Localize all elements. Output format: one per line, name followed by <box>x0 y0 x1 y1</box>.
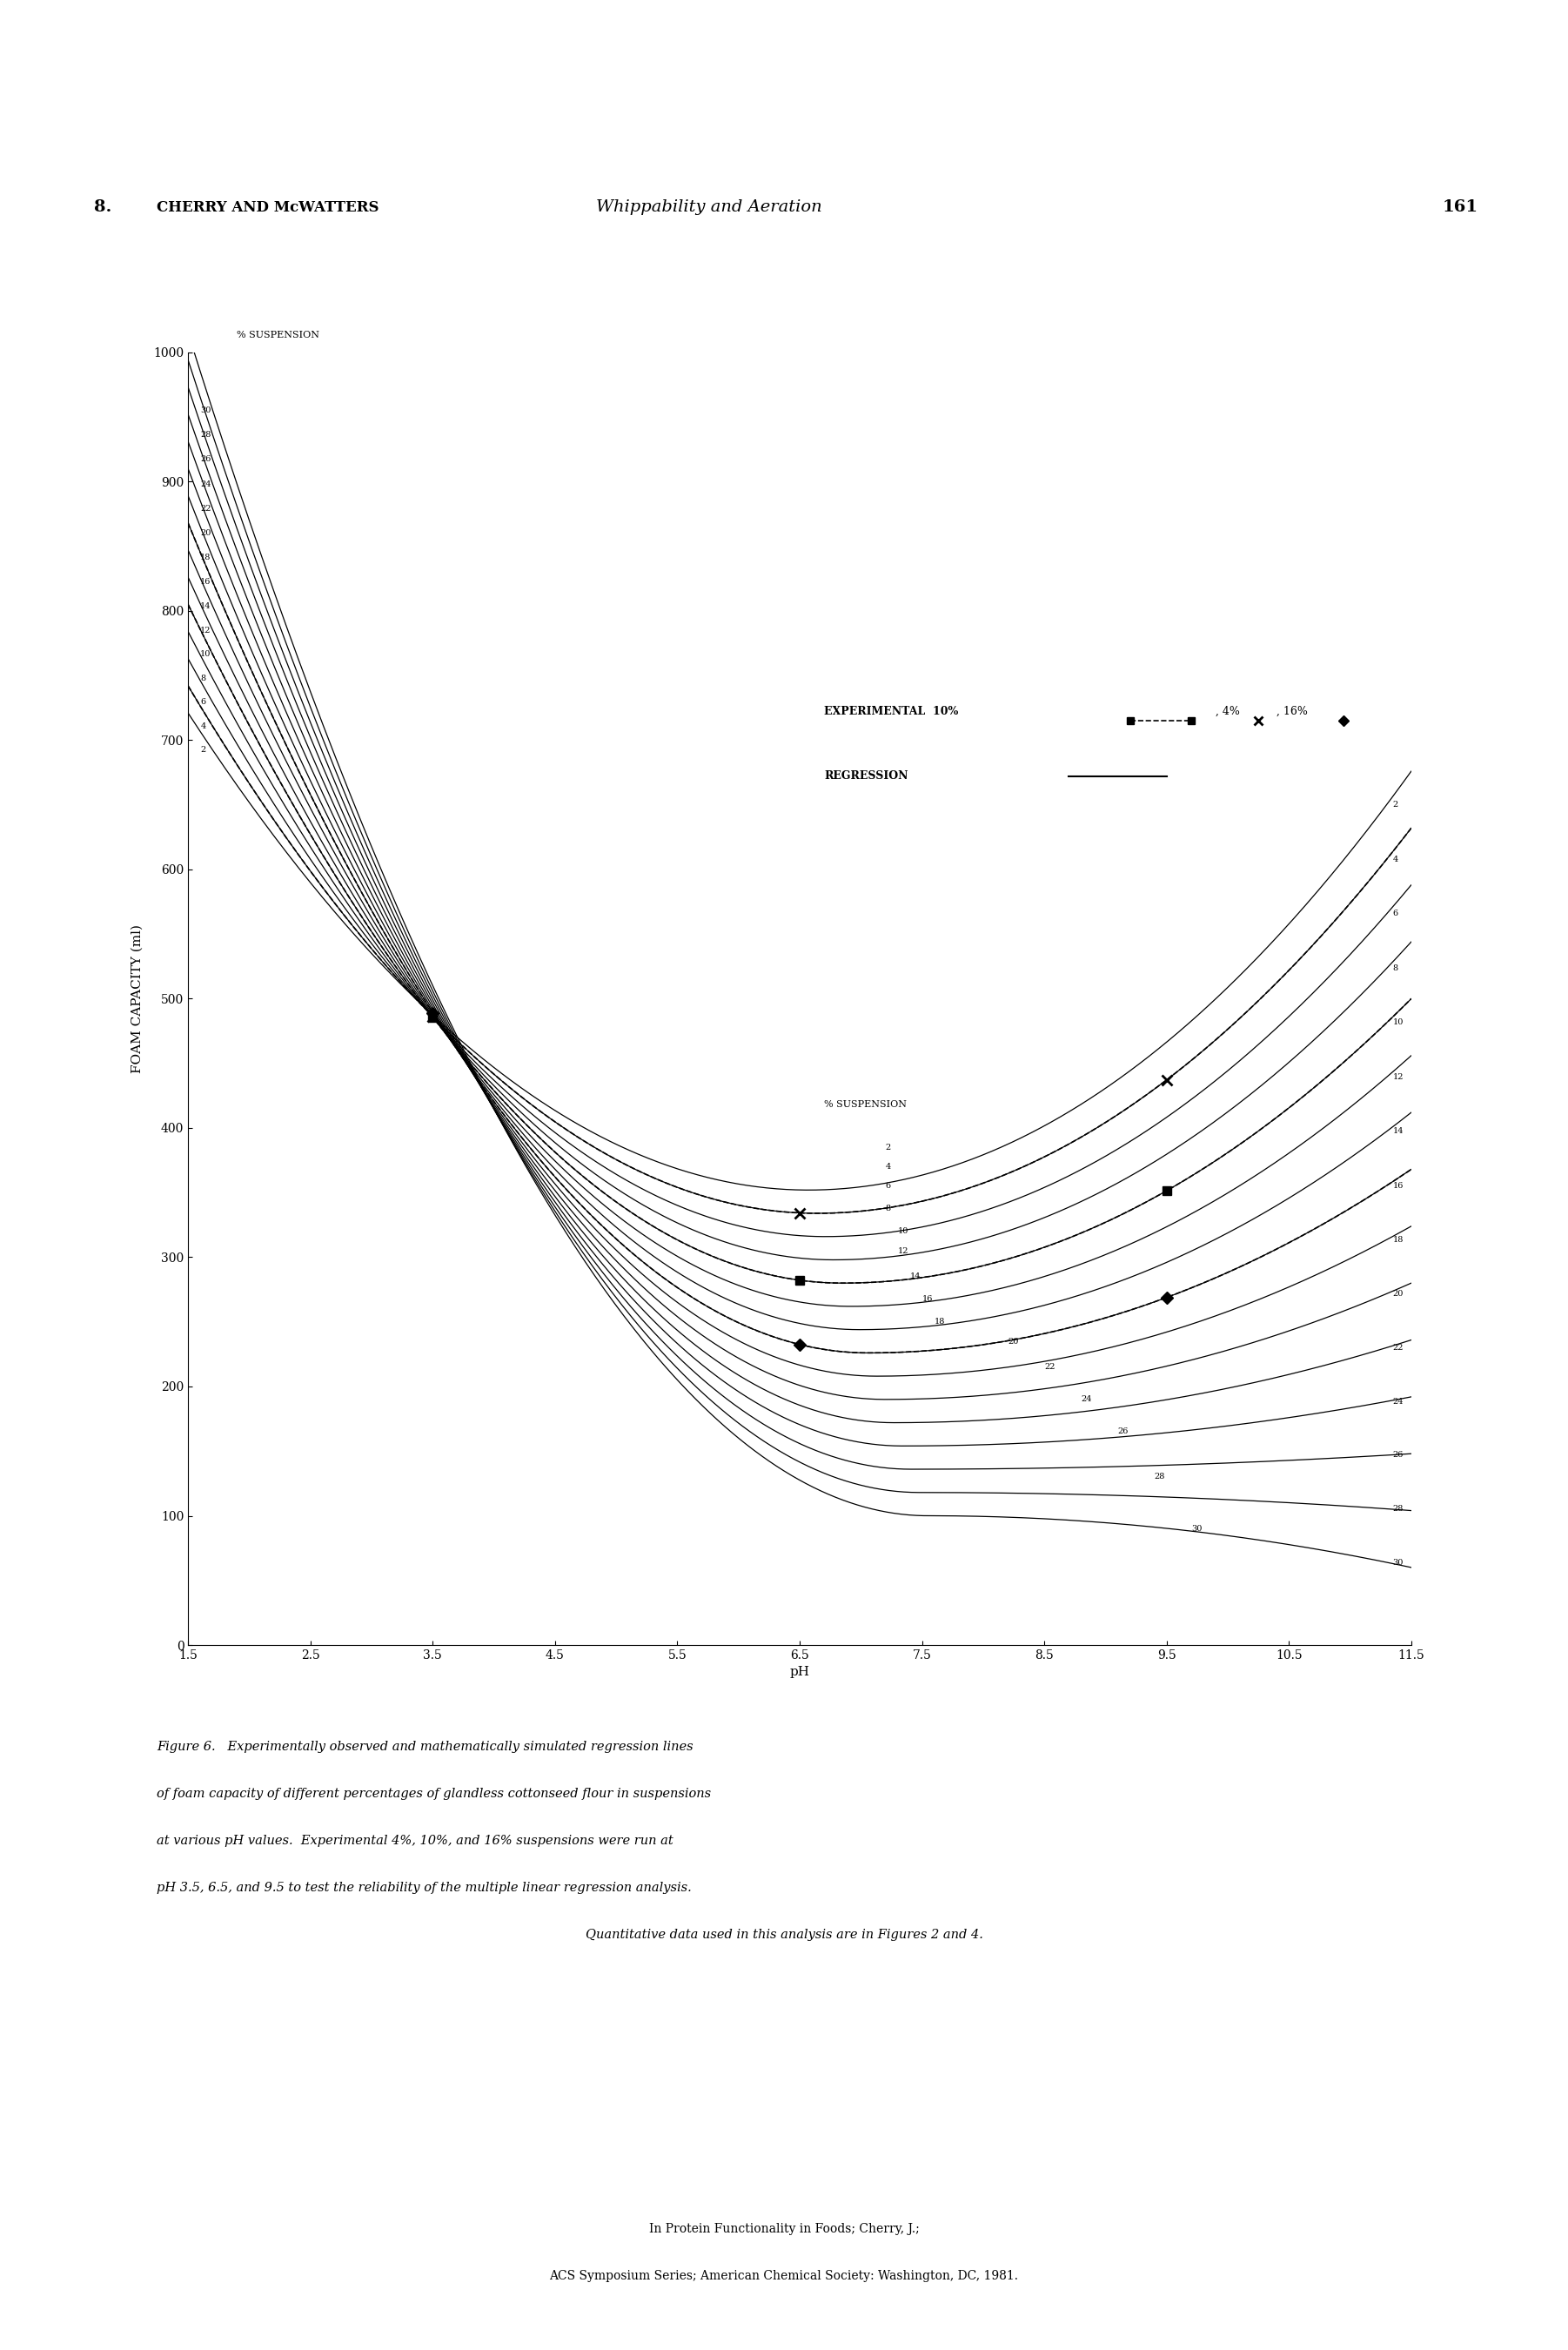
Text: 6: 6 <box>886 1182 891 1189</box>
Text: , 16%: , 16% <box>1276 705 1308 717</box>
Text: 20: 20 <box>201 529 212 536</box>
Text: Figure 6.   Experimentally observed and mathematically simulated regression line: Figure 6. Experimentally observed and ma… <box>157 1741 693 1753</box>
Text: 12: 12 <box>897 1248 908 1255</box>
Text: 14: 14 <box>1392 1128 1403 1135</box>
Text: 161: 161 <box>1443 200 1479 214</box>
Text: In Protein Functionality in Foods; Cherry, J.;: In Protein Functionality in Foods; Cherr… <box>649 2223 919 2235</box>
Text: 20: 20 <box>1392 1290 1403 1297</box>
Text: REGRESSION: REGRESSION <box>825 771 908 783</box>
Text: 20: 20 <box>1008 1337 1018 1344</box>
Text: 4: 4 <box>1392 855 1399 862</box>
Text: 30: 30 <box>1192 1525 1201 1532</box>
Text: EXPERIMENTAL  10%: EXPERIMENTAL 10% <box>825 705 958 717</box>
Text: 18: 18 <box>1392 1236 1403 1243</box>
Text: at various pH values.  Experimental 4%, 10%, and 16% suspensions were run at: at various pH values. Experimental 4%, 1… <box>157 1835 673 1847</box>
Text: 26: 26 <box>1118 1429 1129 1436</box>
Text: of foam capacity of different percentages of glandless cottonseed flour in suspe: of foam capacity of different percentage… <box>157 1788 712 1800</box>
Text: 16: 16 <box>1392 1182 1403 1189</box>
Text: 16: 16 <box>922 1295 933 1302</box>
Text: Whippability and Aeration: Whippability and Aeration <box>596 200 822 214</box>
Text: 12: 12 <box>201 627 212 635</box>
Text: 6: 6 <box>201 698 205 707</box>
Y-axis label: FOAM CAPACITY (ml): FOAM CAPACITY (ml) <box>132 924 144 1074</box>
Text: 14: 14 <box>201 602 212 611</box>
Text: 28: 28 <box>1392 1504 1403 1513</box>
Text: 28: 28 <box>1154 1473 1165 1480</box>
Text: 12: 12 <box>1392 1074 1403 1081</box>
Text: 28: 28 <box>201 430 212 439</box>
Text: pH 3.5, 6.5, and 9.5 to test the reliability of the multiple linear regression a: pH 3.5, 6.5, and 9.5 to test the reliabi… <box>157 1882 691 1894</box>
Text: 18: 18 <box>201 555 212 562</box>
Text: 22: 22 <box>1392 1344 1403 1351</box>
Text: 26: 26 <box>201 456 212 463</box>
Text: 4: 4 <box>201 721 205 731</box>
Text: 24: 24 <box>1080 1396 1091 1403</box>
Text: Quantitative data used in this analysis are in Figures 2 and 4.: Quantitative data used in this analysis … <box>585 1929 983 1941</box>
Text: 10: 10 <box>897 1227 908 1236</box>
Text: 14: 14 <box>909 1274 920 1281</box>
Text: , 4%: , 4% <box>1215 705 1240 717</box>
Text: 30: 30 <box>201 407 212 414</box>
Text: 30: 30 <box>1392 1558 1403 1565</box>
Text: 24: 24 <box>201 479 212 489</box>
Text: 24: 24 <box>1392 1398 1403 1405</box>
Text: 22: 22 <box>1044 1363 1055 1370</box>
Text: 6: 6 <box>1392 909 1399 916</box>
Text: 8: 8 <box>1392 964 1399 973</box>
Text: 10: 10 <box>201 651 212 658</box>
Text: % SUSPENSION: % SUSPENSION <box>237 331 320 338</box>
X-axis label: pH: pH <box>790 1666 809 1678</box>
Text: 8.: 8. <box>94 200 111 214</box>
Text: 18: 18 <box>935 1318 946 1325</box>
Text: 8: 8 <box>886 1203 891 1213</box>
Text: 10: 10 <box>1392 1020 1403 1027</box>
Text: % SUSPENSION: % SUSPENSION <box>825 1100 906 1109</box>
Text: 16: 16 <box>201 578 212 585</box>
Text: 8: 8 <box>201 674 205 682</box>
Text: 26: 26 <box>1392 1452 1403 1459</box>
Text: 2: 2 <box>201 745 205 754</box>
Text: CHERRY AND McWATTERS: CHERRY AND McWATTERS <box>157 200 379 214</box>
Text: 4: 4 <box>886 1163 891 1170</box>
Text: ACS Symposium Series; American Chemical Society: Washington, DC, 1981.: ACS Symposium Series; American Chemical … <box>549 2270 1019 2282</box>
Text: 2: 2 <box>886 1144 891 1151</box>
Text: 22: 22 <box>201 505 212 512</box>
Text: 2: 2 <box>1392 801 1399 808</box>
